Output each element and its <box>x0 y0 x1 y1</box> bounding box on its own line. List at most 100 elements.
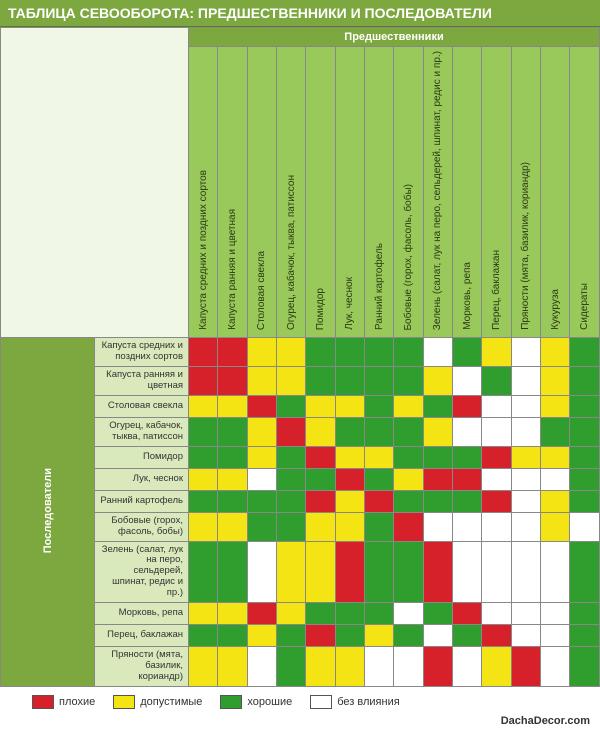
matrix-cell <box>453 468 482 490</box>
matrix-cell <box>306 338 335 367</box>
matrix-cell <box>394 338 423 367</box>
matrix-cell <box>453 490 482 512</box>
matrix-cell <box>306 512 335 541</box>
column-header: Огурец, кабачок, тыква, патиссон <box>277 47 306 338</box>
matrix-cell <box>335 367 364 396</box>
matrix-cell <box>218 417 247 446</box>
matrix-cell <box>511 367 540 396</box>
matrix-cell <box>511 338 540 367</box>
matrix-cell <box>189 541 218 603</box>
column-header: Ранний картофель <box>365 47 394 338</box>
matrix-cell <box>482 647 511 687</box>
matrix-cell <box>394 367 423 396</box>
matrix-cell <box>394 541 423 603</box>
matrix-cell <box>365 647 394 687</box>
matrix-cell <box>394 446 423 468</box>
matrix-cell <box>218 395 247 417</box>
matrix-cell <box>365 395 394 417</box>
matrix-cell <box>365 490 394 512</box>
matrix-cell <box>247 625 276 647</box>
matrix-cell <box>394 625 423 647</box>
matrix-cell <box>453 625 482 647</box>
legend-ok: допустимые <box>113 695 202 709</box>
matrix-cell <box>453 417 482 446</box>
matrix-cell <box>453 446 482 468</box>
legend: плохие допустимые хорошие без влияния <box>0 687 600 715</box>
matrix-cell <box>335 512 364 541</box>
matrix-cell <box>277 367 306 396</box>
row-label: Помидор <box>95 446 189 468</box>
legend-none: без влияния <box>310 695 399 709</box>
matrix-cell <box>541 490 570 512</box>
matrix-cell <box>218 490 247 512</box>
matrix-cell <box>453 395 482 417</box>
matrix-cell <box>453 338 482 367</box>
column-header: Перец, баклажан <box>482 47 511 338</box>
matrix-cell <box>541 647 570 687</box>
matrix-cell <box>365 541 394 603</box>
matrix-cell <box>394 647 423 687</box>
matrix-cell <box>453 647 482 687</box>
matrix-cell <box>482 512 511 541</box>
matrix-cell <box>423 367 452 396</box>
matrix-cell <box>541 541 570 603</box>
matrix-cell <box>365 512 394 541</box>
matrix-cell <box>335 625 364 647</box>
matrix-cell <box>306 490 335 512</box>
matrix-cell <box>511 625 540 647</box>
matrix-cell <box>365 625 394 647</box>
matrix-cell <box>306 367 335 396</box>
matrix-cell <box>335 490 364 512</box>
matrix-cell <box>247 647 276 687</box>
matrix-cell <box>189 417 218 446</box>
row-label: Морковь, репа <box>95 603 189 625</box>
matrix-cell <box>482 625 511 647</box>
matrix-cell <box>247 367 276 396</box>
matrix-cell <box>541 512 570 541</box>
matrix-cell <box>482 468 511 490</box>
matrix-cell <box>218 338 247 367</box>
matrix-cell <box>423 647 452 687</box>
matrix-cell <box>423 603 452 625</box>
matrix-cell <box>570 512 600 541</box>
matrix-cell <box>189 395 218 417</box>
matrix-cell <box>306 468 335 490</box>
matrix-cell <box>247 395 276 417</box>
matrix-cell <box>570 446 600 468</box>
matrix-cell <box>335 647 364 687</box>
page-title: ТАБЛИЦА СЕВООБОРОТА: ПРЕДШЕСТВЕННИКИ И П… <box>0 0 600 27</box>
matrix-cell <box>189 367 218 396</box>
matrix-cell <box>511 541 540 603</box>
row-label: Огурец, кабачок, тыква, патиссон <box>95 417 189 446</box>
footer-credit: DachaDecor.com <box>0 715 600 733</box>
matrix-cell <box>541 417 570 446</box>
legend-good-label: хорошие <box>247 696 292 708</box>
matrix-cell <box>423 468 452 490</box>
matrix-cell <box>335 338 364 367</box>
matrix-cell <box>570 490 600 512</box>
column-header: Зелень (салат, лук на перо, сельдерей, ш… <box>423 47 452 338</box>
matrix-cell <box>511 512 540 541</box>
matrix-cell <box>394 395 423 417</box>
matrix-cell <box>511 417 540 446</box>
matrix-cell <box>335 446 364 468</box>
matrix-cell <box>482 446 511 468</box>
matrix-cell <box>453 541 482 603</box>
legend-ok-label: допустимые <box>140 696 202 708</box>
matrix-cell <box>277 541 306 603</box>
matrix-cell <box>277 647 306 687</box>
matrix-cell <box>511 446 540 468</box>
matrix-cell <box>482 417 511 446</box>
matrix-cell <box>541 468 570 490</box>
matrix-cell <box>541 625 570 647</box>
matrix-cell <box>423 512 452 541</box>
matrix-cell <box>453 603 482 625</box>
legend-none-label: без влияния <box>337 696 399 708</box>
matrix-cell <box>570 541 600 603</box>
matrix-cell <box>570 647 600 687</box>
matrix-cell <box>277 417 306 446</box>
matrix-cell <box>189 468 218 490</box>
matrix-cell <box>423 625 452 647</box>
matrix-cell <box>570 338 600 367</box>
matrix-cell <box>189 446 218 468</box>
